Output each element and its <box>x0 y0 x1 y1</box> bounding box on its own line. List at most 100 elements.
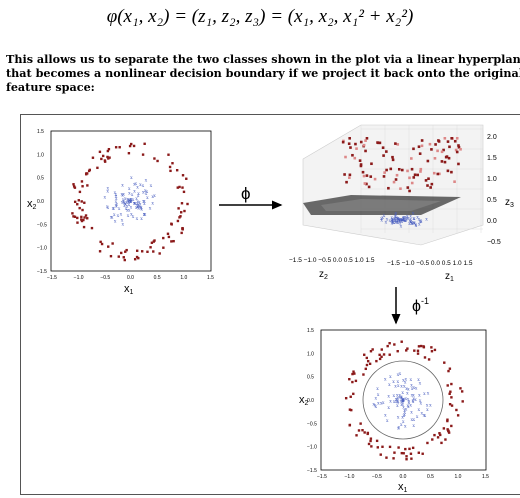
class-a-point-3d <box>448 145 451 149</box>
class-a-point <box>179 211 183 214</box>
class-b-point: x <box>107 187 110 192</box>
class-a-point <box>366 359 370 363</box>
class-b-point: x <box>395 398 398 403</box>
class-b-point: x <box>121 200 124 205</box>
class-b-point: x <box>400 397 403 402</box>
class-a-point <box>448 392 451 396</box>
class-a-point-3d <box>426 184 429 187</box>
class-a-point <box>353 372 356 375</box>
class-b-point: x <box>372 402 375 407</box>
class-b-point: x <box>412 397 415 402</box>
class-b-point-3d: x <box>395 220 398 225</box>
class-a-point <box>162 236 165 240</box>
class-b-point: x <box>411 393 414 398</box>
y-tick-label: 0.0 <box>307 398 314 404</box>
class-b-point: x <box>112 206 115 211</box>
class-a-point <box>71 212 74 215</box>
class-b-point: x <box>401 415 404 420</box>
class-a-point <box>128 144 132 148</box>
class-a-point-3d <box>348 176 351 179</box>
y-tick-label: 0.0 <box>37 199 44 205</box>
class-b-point: x <box>137 192 140 197</box>
class-a-point <box>80 180 84 183</box>
class-a-point-3d <box>343 173 346 176</box>
class-b-point: x <box>402 399 405 404</box>
class-b-point: x <box>126 197 129 202</box>
class-a-point <box>446 418 449 421</box>
class-a-point-3d <box>406 186 410 189</box>
class-a-point <box>450 382 453 386</box>
class-b-point: x <box>117 214 120 219</box>
paragraph-line-1: This allows us to separate the two class… <box>6 52 520 66</box>
class-a-point <box>405 349 408 352</box>
class-a-point <box>349 395 352 398</box>
class-a-point <box>446 384 449 387</box>
class-b-point: x <box>127 200 130 205</box>
class-b-point: x <box>402 398 405 403</box>
class-b-point-3d: x <box>406 215 409 220</box>
class-b-point: x <box>389 375 392 380</box>
class-a-point <box>430 346 433 349</box>
class-b-point: x <box>403 385 406 390</box>
class-b-point: x <box>401 400 404 405</box>
class-b-point: x <box>139 202 142 207</box>
class-a-point-3d <box>457 144 460 147</box>
class-a-point-3d <box>359 163 363 166</box>
class-b-point: x <box>397 384 400 389</box>
class-a-point-3d <box>365 137 369 140</box>
class-b-point: x <box>398 396 401 401</box>
class-b-point: x <box>118 207 121 212</box>
class-b-point-3d: x <box>400 220 403 225</box>
class-b-point: x <box>423 413 426 418</box>
class-a-point <box>419 344 423 348</box>
class-b-point-3d: x <box>389 219 392 224</box>
class-a-point <box>348 408 352 411</box>
class-b-point-3d: x <box>402 216 405 221</box>
class-a-point <box>376 446 379 449</box>
class-b-point: x <box>410 384 413 389</box>
class-b-point-3d: x <box>412 217 415 222</box>
class-b-point: x <box>106 206 109 211</box>
class-b-point: x <box>407 401 410 406</box>
x-tick-label: −0.5 <box>100 275 110 281</box>
class-b-point: x <box>403 408 406 413</box>
class-a-point <box>382 353 386 356</box>
class-b-point-3d: x <box>415 223 418 228</box>
class-b-point-3d: x <box>391 218 394 223</box>
class-a-point <box>440 441 443 445</box>
class-a-point <box>375 439 379 443</box>
class-b-point-3d: x <box>400 224 403 229</box>
class-a-point-3d <box>385 150 388 153</box>
class-a-point <box>150 241 154 244</box>
class-a-point-3d <box>419 167 423 171</box>
class-b-point: x <box>401 391 404 396</box>
class-a-point-3d <box>457 162 460 166</box>
class-b-point: x <box>145 192 148 197</box>
class-b-point-3d: x <box>410 221 413 226</box>
class-b-point-3d: x <box>386 218 389 223</box>
x-tick-label: −1.5 <box>317 474 327 480</box>
class-a-point-3d <box>382 154 385 157</box>
class-b-point: x <box>407 398 410 403</box>
class-a-point <box>111 242 114 245</box>
class-b-point: x <box>137 206 140 211</box>
class-a-point <box>449 390 452 393</box>
class-a-point <box>460 390 464 393</box>
class-b-point: x <box>136 202 139 207</box>
class-b-point: x <box>130 206 133 211</box>
class-b-point: x <box>387 395 390 400</box>
class-b-point: x <box>115 193 118 198</box>
class-b-point: x <box>400 423 403 428</box>
class-a-point-3d <box>362 174 366 178</box>
class-a-point-3d <box>400 168 404 172</box>
class-b-point: x <box>407 405 410 410</box>
x-tick-label: 0.5 <box>154 275 161 281</box>
class-b-point: x <box>399 372 402 377</box>
class-b-point: x <box>392 380 395 385</box>
class-a-point <box>107 245 110 248</box>
class-a-point <box>114 146 118 149</box>
class-b-point-3d: x <box>395 211 398 216</box>
class-b-point: x <box>114 220 117 225</box>
class-b-point-3d: x <box>400 218 403 223</box>
